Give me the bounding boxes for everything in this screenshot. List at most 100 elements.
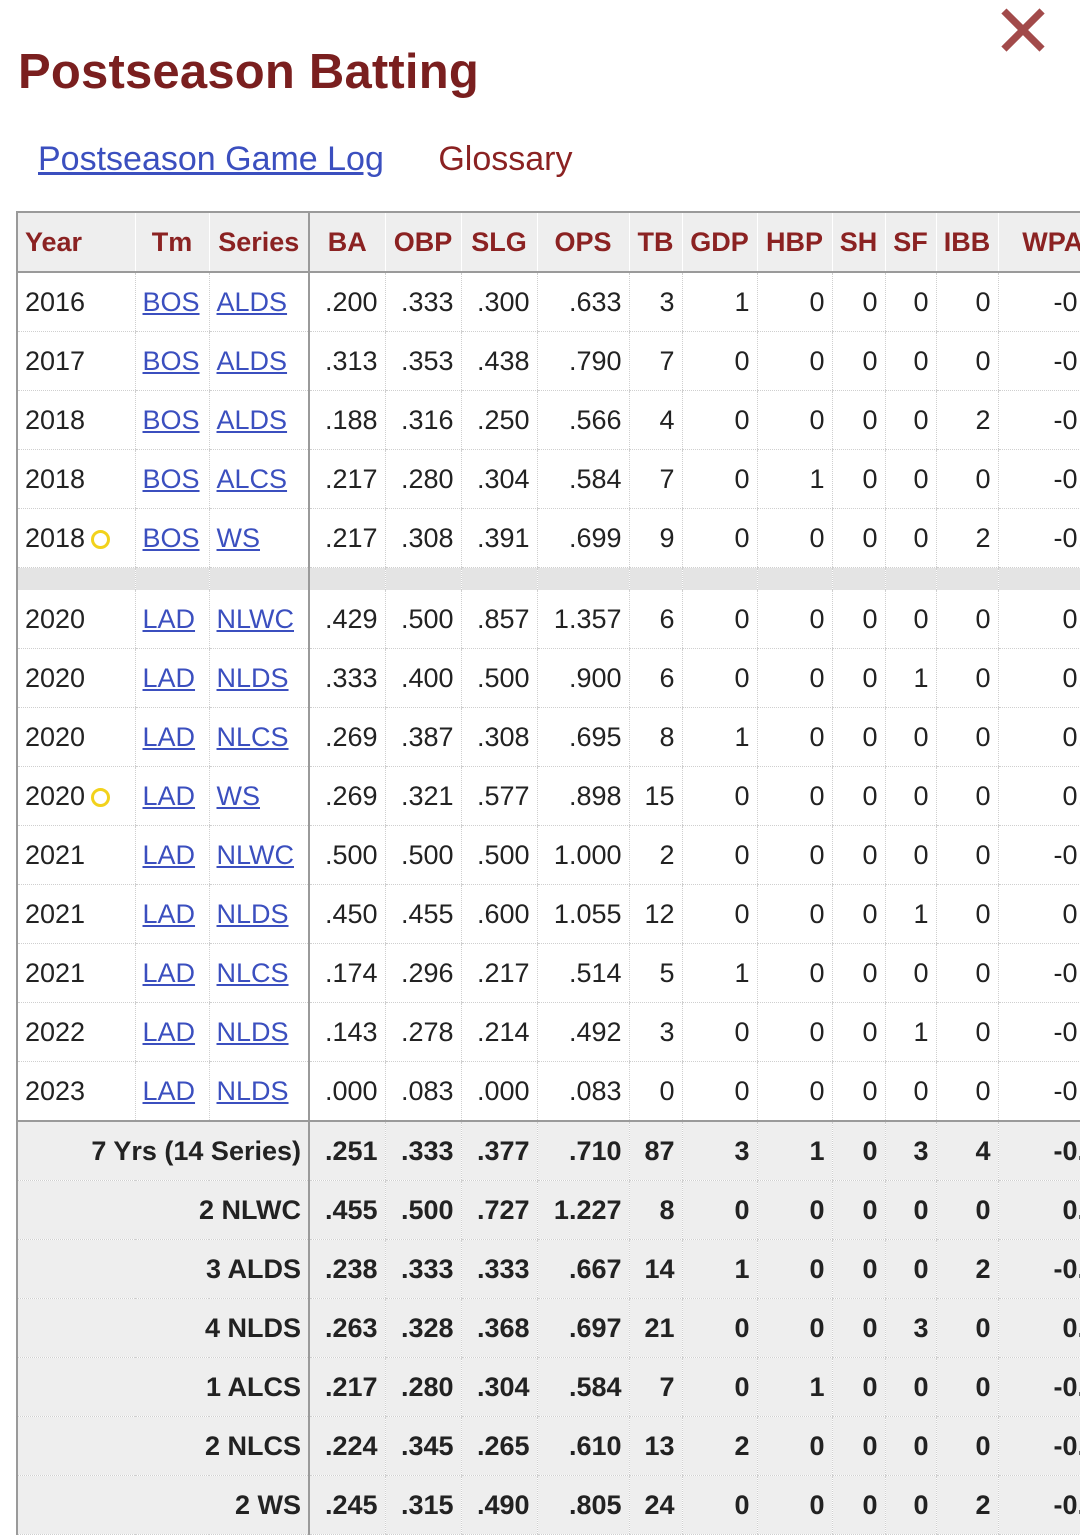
series-link[interactable]: NLCS [216, 957, 289, 988]
stat-gdp-cell: 1 [681, 707, 757, 767]
series-link[interactable]: WS [216, 780, 261, 811]
stat-ops-cell: 1.055 [536, 884, 629, 944]
total-tb-cell: 13 [628, 1416, 682, 1476]
postseason-game-log-link[interactable]: Postseason Game Log [38, 140, 384, 178]
series-link[interactable]: NLWC [216, 839, 295, 870]
series-link[interactable]: NLWC [216, 603, 295, 634]
column-header-ibb[interactable]: IBB [935, 212, 998, 273]
team-link[interactable]: LAD [142, 721, 196, 752]
team-link[interactable]: LAD [142, 780, 196, 811]
column-header-ops[interactable]: OPS [536, 212, 629, 273]
column-header-ba[interactable]: BA [308, 212, 385, 273]
stat-wpa-cell: -0.0 [997, 449, 1080, 509]
stat-tb-cell: 6 [628, 590, 682, 649]
spacer-cell [935, 567, 998, 590]
column-header-sf[interactable]: SF [884, 212, 936, 273]
total-ba-cell: .224 [308, 1416, 385, 1476]
spacer-cell [628, 567, 682, 590]
team-link[interactable]: BOS [142, 286, 200, 317]
stat-wpa-cell: 0.0 [997, 766, 1080, 826]
total-obp-cell: .328 [384, 1298, 461, 1358]
stat-ibb-cell: 0 [935, 331, 998, 391]
team-link[interactable]: LAD [142, 1016, 196, 1047]
stat-ibb-cell: 0 [935, 272, 998, 332]
team-cell: BOS [134, 331, 209, 391]
stat-ibb-cell: 0 [935, 1061, 998, 1122]
stat-ops-cell: .083 [536, 1061, 629, 1122]
team-link[interactable]: LAD [142, 603, 196, 634]
stat-hbp-cell: 0 [756, 943, 832, 1003]
stat-ops-cell: .790 [536, 331, 629, 391]
series-link[interactable]: NLDS [216, 1016, 289, 1047]
spacer-cell [884, 567, 936, 590]
column-header-year[interactable]: Year [16, 212, 135, 273]
total-wpa-cell: -0.3 [997, 1120, 1080, 1181]
year-value: 2018 [25, 404, 86, 435]
series-link[interactable]: WS [216, 522, 261, 553]
total-hbp-cell: 0 [756, 1298, 832, 1358]
total-ba-cell: .263 [308, 1298, 385, 1358]
series-link[interactable]: ALCS [216, 463, 288, 494]
series-link[interactable]: ALDS [216, 286, 288, 317]
column-header-gdp[interactable]: GDP [681, 212, 757, 273]
total-slg-cell: .368 [460, 1298, 537, 1358]
stat-sf-cell: 0 [884, 390, 936, 450]
team-link[interactable]: LAD [142, 839, 196, 870]
team-link[interactable]: LAD [142, 898, 196, 929]
column-header-series[interactable]: Series [208, 212, 310, 273]
column-header-obp[interactable]: OBP [384, 212, 461, 273]
team-link[interactable]: BOS [142, 404, 200, 435]
series-cell: ALDS [208, 272, 310, 332]
team-link[interactable]: BOS [142, 345, 200, 376]
stat-slg-cell: .438 [460, 331, 537, 391]
series-cell: NLWC [208, 590, 310, 649]
total-wpa-cell: 0.2 [997, 1180, 1080, 1240]
team-cell: BOS [134, 508, 209, 568]
total-ops-cell: .710 [536, 1120, 629, 1181]
stat-hbp-cell: 0 [756, 884, 832, 944]
column-header-tm[interactable]: Tm [134, 212, 209, 273]
stat-hbp-cell: 1 [756, 449, 832, 509]
series-link[interactable]: NLCS [216, 721, 289, 752]
team-link[interactable]: LAD [142, 1075, 196, 1106]
year-value: 2018 [25, 463, 86, 494]
total-ibb-cell: 0 [935, 1298, 998, 1358]
year-cell: 2016 [16, 272, 135, 332]
total-wpa-cell: -0.3 [997, 1239, 1080, 1299]
stat-hbp-cell: 0 [756, 707, 832, 767]
year-value: 2016 [25, 286, 86, 317]
series-link[interactable]: ALDS [216, 404, 288, 435]
team-link[interactable]: BOS [142, 463, 200, 494]
total-slg-cell: .377 [460, 1120, 537, 1181]
close-icon[interactable]: ✕ [992, 0, 1055, 75]
series-link[interactable]: NLDS [216, 898, 289, 929]
column-header-slg[interactable]: SLG [460, 212, 537, 273]
total-tb-cell: 8 [628, 1180, 682, 1240]
stat-ba-cell: .269 [308, 707, 385, 767]
team-link[interactable]: BOS [142, 522, 200, 553]
total-obp-cell: .345 [384, 1416, 461, 1476]
series-link[interactable]: NLDS [216, 1075, 289, 1106]
spacer-cell [997, 567, 1080, 590]
series-cell: ALDS [208, 390, 310, 450]
glossary-link[interactable]: Glossary [438, 140, 573, 178]
series-link[interactable]: ALDS [216, 345, 288, 376]
total-slg-cell: .490 [460, 1475, 537, 1535]
total-sf-cell: 0 [884, 1475, 936, 1535]
column-header-hbp[interactable]: HBP [756, 212, 832, 273]
totals-label: 2 WS [16, 1475, 310, 1535]
total-slg-cell: .333 [460, 1239, 537, 1299]
stats-table-container[interactable]: Year Tm Series BA OBP SLG OPS TB GDP HBP SH SF IBB WP… [16, 211, 1080, 1536]
stat-ops-cell: 1.000 [536, 825, 629, 885]
total-hbp-cell: 1 [756, 1120, 832, 1181]
stat-obp-cell: .500 [384, 590, 461, 649]
column-header-sh[interactable]: SH [831, 212, 885, 273]
team-link[interactable]: LAD [142, 957, 196, 988]
team-cell: BOS [134, 449, 209, 509]
column-header-wpa[interactable]: WPA [997, 212, 1080, 273]
series-link[interactable]: NLDS [216, 662, 289, 693]
column-header-tb[interactable]: TB [628, 212, 682, 273]
team-link[interactable]: LAD [142, 662, 196, 693]
total-sf-cell: 0 [884, 1416, 936, 1476]
